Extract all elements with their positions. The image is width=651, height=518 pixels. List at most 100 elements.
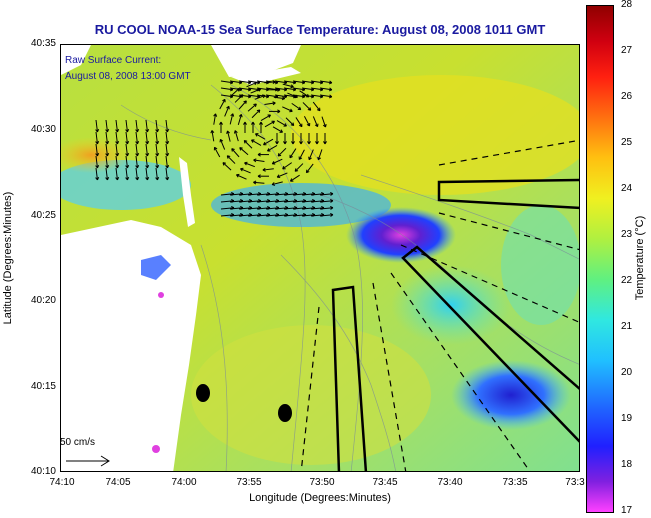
current-vector-head	[267, 198, 271, 202]
current-vector	[115, 155, 118, 168]
sst-map[interactable]: Raw Surface Current: August 08, 2008 13:…	[60, 44, 580, 472]
current-vector-head	[262, 169, 266, 172]
current-vector	[310, 214, 324, 217]
current-vector	[310, 193, 324, 196]
current-vector-head	[258, 198, 262, 202]
current-vector	[219, 99, 226, 110]
current-vector-head	[309, 107, 312, 111]
current-vector-head	[240, 191, 244, 195]
current-vector	[214, 147, 221, 158]
temperature-colorbar	[586, 5, 614, 513]
current-vector	[319, 80, 332, 84]
map-title: RU COOL NOAA-15 Sea Surface Temperature:…	[94, 22, 546, 37]
shipping-lanes	[300, 139, 579, 471]
current-vector-head	[244, 162, 247, 166]
current-vector-head	[106, 152, 110, 157]
current-vector	[272, 126, 283, 133]
colorbar-tick: 26	[621, 91, 633, 102]
current-vector-head	[267, 212, 271, 216]
current-vector-head	[106, 128, 110, 133]
current-vector	[240, 168, 251, 174]
current-vector-head	[231, 205, 235, 209]
current-vector	[303, 116, 310, 127]
current-vector	[301, 193, 315, 196]
current-vector	[238, 207, 252, 210]
current-vector-head	[285, 198, 289, 202]
current-vector-head	[126, 140, 130, 145]
current-vector-head	[213, 113, 216, 117]
current-vector-head	[272, 101, 276, 104]
current-vector	[274, 80, 287, 84]
current-vector	[165, 143, 168, 156]
current-vector-head	[284, 141, 287, 145]
current-vector-head	[136, 128, 140, 133]
current-vector-head	[294, 191, 298, 195]
current-vector	[253, 159, 265, 163]
scale-label: 50 cm/s	[60, 437, 96, 448]
current-vector	[306, 163, 314, 173]
current-vector-head	[276, 198, 280, 202]
lon-tick: 73:3	[565, 477, 585, 488]
current-vector	[237, 114, 242, 126]
cold-spot	[346, 207, 456, 263]
current-vector	[265, 200, 279, 203]
lon-tick: 74:10	[49, 477, 75, 488]
lat-tick: 40:15	[30, 381, 56, 392]
current-vector	[145, 143, 148, 156]
current-vector-head	[280, 129, 283, 133]
current-vector	[238, 94, 251, 98]
current-vector-head	[126, 128, 130, 133]
legend-line-1: Raw Surface Current:	[65, 55, 162, 66]
current-vector-head	[325, 124, 327, 128]
current-vector-head	[330, 198, 334, 202]
current-vector	[220, 207, 234, 210]
current-vector-head	[240, 205, 244, 209]
current-vector	[105, 131, 108, 144]
current-vector-head	[96, 128, 100, 133]
current-vector	[255, 133, 266, 140]
colorbar-tick: 18	[621, 459, 633, 470]
current-vector	[319, 200, 333, 203]
station-marker	[278, 404, 292, 422]
current-vector-head	[267, 205, 271, 209]
current-vector	[292, 193, 306, 196]
current-vector	[220, 200, 234, 203]
current-vector-head	[285, 212, 289, 216]
current-vector	[105, 167, 108, 180]
current-vector-head	[156, 140, 160, 145]
current-vector	[310, 94, 323, 98]
current-vector	[251, 139, 262, 146]
magenta-pixel	[152, 445, 160, 453]
current-vector-head	[116, 164, 120, 169]
current-vector	[263, 138, 274, 146]
current-vector	[256, 207, 270, 210]
current-vector	[292, 214, 306, 217]
current-vector-head	[329, 94, 333, 98]
current-vector-head	[222, 98, 226, 102]
lat-tick: 40:10	[30, 466, 56, 477]
current-vector	[155, 143, 158, 156]
current-vector	[282, 162, 293, 170]
current-vector-head	[276, 141, 279, 145]
current-vector	[115, 167, 118, 180]
current-vector	[321, 116, 327, 128]
current-vector	[292, 87, 305, 91]
current-vector-head	[292, 122, 295, 126]
x-axis-label: Longitude (Degrees:Minutes)	[249, 492, 391, 504]
current-vector	[135, 155, 138, 168]
current-vector	[265, 207, 279, 210]
current-vector	[289, 148, 297, 159]
current-vector	[219, 139, 226, 150]
current-vector	[256, 94, 269, 98]
current-vector	[292, 200, 306, 203]
current-vector	[105, 119, 108, 132]
current-vector	[274, 207, 288, 210]
lon-tick: 73:50	[309, 477, 335, 488]
current-vector	[135, 131, 138, 144]
current-vector	[226, 155, 236, 164]
current-vector-head	[226, 155, 229, 159]
current-vector-head	[321, 198, 325, 202]
current-vector	[298, 149, 305, 160]
current-vector	[230, 88, 240, 97]
current-vector-head	[271, 184, 276, 186]
